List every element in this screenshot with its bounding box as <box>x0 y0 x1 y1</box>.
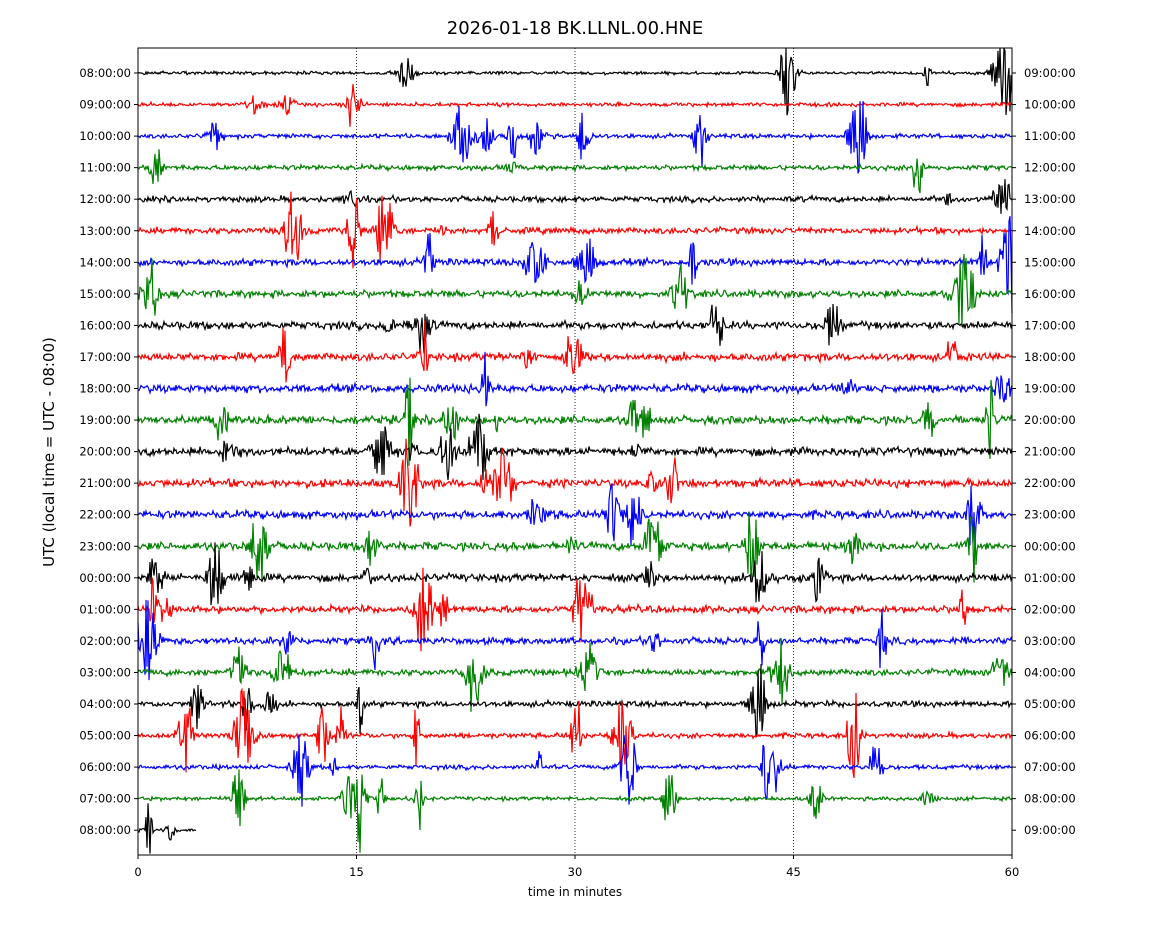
right-tick-label-6: 15:00:00 <box>1024 255 1076 269</box>
right-y-axis: 09:00:00 10:00:00 11:00:00 12:00:00 13:00:00… <box>1012 66 1076 837</box>
trace-line-2 <box>137 101 1013 174</box>
right-tick-label-4: 13:00:00 <box>1024 192 1076 206</box>
y-axis-label: UTC (local time = UTC - 08:00) <box>40 337 58 567</box>
chart-title: 2026-01-18 BK.LLNL.00.HNE <box>447 18 703 39</box>
x-tick-label-45: 45 <box>786 865 801 879</box>
right-tick-label-15: 00:00:00 <box>1024 539 1076 553</box>
trace-line-6 <box>137 216 1013 314</box>
right-tick-label-23: 08:00:00 <box>1024 792 1076 806</box>
right-tick-label-0: 09:00:00 <box>1024 66 1076 80</box>
trace-line-10 <box>137 351 1013 407</box>
left-tick-label-8: 16:00:00 <box>79 318 131 332</box>
right-tick-label-16: 01:00:00 <box>1024 571 1076 585</box>
trace-line-1 <box>137 83 1013 127</box>
left-y-axis: 08:00:00 09:00:00 10:00:00 11:00:00 12:00:00… <box>79 66 138 837</box>
right-tick-label-8: 17:00:00 <box>1024 318 1076 332</box>
left-tick-label-5: 13:00:00 <box>79 224 131 238</box>
left-tick-label-0: 08:00:00 <box>79 66 131 80</box>
left-tick-label-10: 18:00:00 <box>79 382 131 396</box>
x-tick-label-60: 60 <box>1005 865 1020 879</box>
x-axis-label: time in minutes <box>528 885 622 899</box>
right-tick-label-22: 07:00:00 <box>1024 760 1076 774</box>
left-tick-label-20: 04:00:00 <box>79 697 131 711</box>
right-tick-label-24: 09:00:00 <box>1024 823 1076 837</box>
x-tick-label-0: 0 <box>134 865 141 879</box>
x-axis: 0 15 30 45 60 <box>134 855 1019 879</box>
left-tick-label-23: 07:00:00 <box>79 792 131 806</box>
left-tick-label-3: 11:00:00 <box>79 161 131 175</box>
right-tick-label-14: 23:00:00 <box>1024 508 1076 522</box>
right-tick-label-17: 02:00:00 <box>1024 602 1076 616</box>
trace-line-3 <box>137 149 1013 194</box>
right-tick-label-11: 20:00:00 <box>1024 413 1076 427</box>
left-tick-label-7: 15:00:00 <box>79 287 131 301</box>
trace-line-24 <box>137 803 197 854</box>
left-tick-label-1: 09:00:00 <box>79 98 131 112</box>
trace-line-23 <box>137 769 1013 853</box>
right-tick-label-19: 04:00:00 <box>1024 665 1076 679</box>
trace-line-22 <box>137 734 1013 807</box>
right-tick-label-13: 22:00:00 <box>1024 476 1076 490</box>
trace-line-12 <box>137 413 1013 481</box>
left-tick-label-19: 03:00:00 <box>79 665 131 679</box>
right-tick-label-18: 03:00:00 <box>1024 634 1076 648</box>
trace-line-5 <box>137 191 1013 269</box>
trace-line-18 <box>137 599 1013 681</box>
left-tick-label-2: 10:00:00 <box>79 129 131 143</box>
left-tick-label-15: 23:00:00 <box>79 539 131 553</box>
right-tick-label-1: 10:00:00 <box>1024 98 1076 112</box>
right-tick-label-10: 19:00:00 <box>1024 382 1076 396</box>
trace-line-8 <box>137 303 1013 354</box>
trace-line-14 <box>137 483 1013 546</box>
left-tick-label-9: 17:00:00 <box>79 350 131 364</box>
left-tick-label-12: 20:00:00 <box>79 445 131 459</box>
x-tick-label-30: 30 <box>568 865 583 879</box>
trace-line-15 <box>137 511 1013 583</box>
trace-line-17 <box>137 567 1013 652</box>
right-tick-label-3: 12:00:00 <box>1024 161 1076 175</box>
trace-line-0 <box>137 47 1013 116</box>
right-tick-label-21: 06:00:00 <box>1024 729 1076 743</box>
trace-line-19 <box>137 637 1013 712</box>
seismic-traces <box>137 47 1013 854</box>
trace-line-11 <box>137 377 1013 466</box>
right-tick-label-20: 05:00:00 <box>1024 697 1076 711</box>
left-tick-label-21: 05:00:00 <box>79 729 131 743</box>
trace-line-20 <box>138 664 1013 737</box>
trace-line-21 <box>137 687 1013 779</box>
x-tick-label-15: 15 <box>349 865 364 879</box>
left-tick-label-6: 14:00:00 <box>79 255 131 269</box>
left-tick-label-14: 22:00:00 <box>79 508 131 522</box>
trace-line-7 <box>137 254 1013 327</box>
left-tick-label-16: 00:00:00 <box>79 571 131 585</box>
right-tick-label-2: 11:00:00 <box>1024 129 1076 143</box>
left-tick-label-22: 06:00:00 <box>79 760 131 774</box>
trace-line-9 <box>137 320 1013 383</box>
left-tick-label-11: 19:00:00 <box>79 413 131 427</box>
left-tick-label-17: 01:00:00 <box>79 602 131 616</box>
trace-line-13 <box>137 438 1013 527</box>
right-tick-label-5: 14:00:00 <box>1024 224 1076 238</box>
right-tick-label-7: 16:00:00 <box>1024 287 1076 301</box>
trace-line-4 <box>137 179 1013 214</box>
left-tick-label-13: 21:00:00 <box>79 476 131 490</box>
right-tick-label-9: 18:00:00 <box>1024 350 1076 364</box>
left-tick-label-4: 12:00:00 <box>79 192 131 206</box>
trace-line-16 <box>137 542 1013 606</box>
left-tick-label-18: 02:00:00 <box>79 634 131 648</box>
left-tick-label-24: 08:00:00 <box>79 823 131 837</box>
right-tick-label-12: 21:00:00 <box>1024 445 1076 459</box>
